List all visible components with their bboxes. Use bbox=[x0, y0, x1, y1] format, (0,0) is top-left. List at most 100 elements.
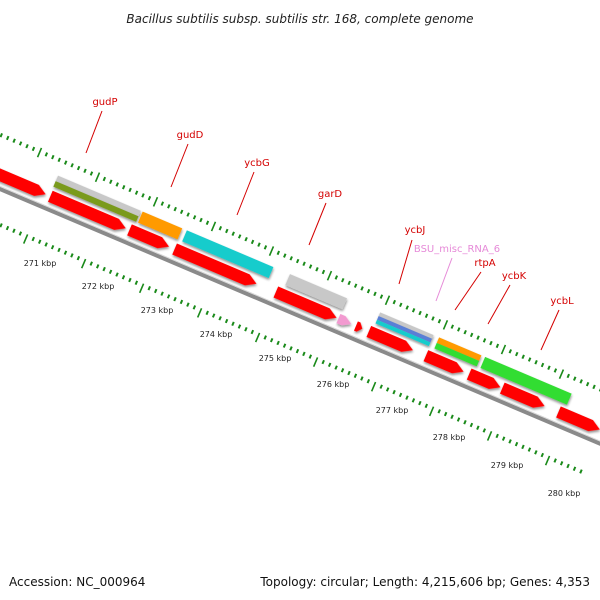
outer-minor-tick bbox=[289, 256, 293, 261]
inner-minor-tick bbox=[147, 285, 151, 291]
cds-arrow-6 bbox=[273, 286, 337, 320]
leader-line-7 bbox=[454, 271, 482, 311]
cds-arrow-2 bbox=[0, 157, 46, 196]
outer-major-tick bbox=[326, 270, 333, 281]
leader-line-1 bbox=[85, 110, 103, 154]
outer-minor-tick bbox=[482, 338, 487, 343]
outer-major-tick bbox=[36, 147, 43, 158]
accession-text: Accession: NC_000964 bbox=[9, 575, 145, 589]
leader-line-9 bbox=[540, 309, 560, 351]
inner-minor-tick bbox=[57, 247, 61, 253]
outer-minor-tick bbox=[373, 291, 377, 297]
gene-label-gard: garD bbox=[318, 189, 343, 200]
outer-minor-tick bbox=[276, 250, 281, 256]
outer-minor-tick bbox=[109, 179, 113, 184]
outer-minor-tick bbox=[231, 231, 235, 236]
outer-minor-tick bbox=[199, 217, 203, 223]
inner-minor-tick bbox=[579, 469, 583, 474]
outer-minor-tick bbox=[534, 360, 538, 365]
outer-minor-tick bbox=[437, 318, 442, 324]
outer-minor-tick bbox=[244, 236, 248, 242]
inner-minor-tick bbox=[347, 370, 351, 376]
outer-minor-tick bbox=[418, 310, 422, 316]
inner-minor-tick bbox=[276, 340, 280, 346]
leader-line-4 bbox=[308, 202, 327, 246]
backbone-highlight bbox=[0, 141, 600, 456]
outer-major-tick bbox=[500, 344, 507, 355]
outer-major-tick bbox=[442, 319, 449, 330]
cds-arrow-4 bbox=[127, 224, 170, 249]
map-track-layer bbox=[0, 133, 600, 474]
gene-box-gudD-gray bbox=[55, 175, 141, 217]
outer-minor-tick bbox=[547, 365, 551, 370]
outer-minor-tick bbox=[102, 176, 107, 182]
map-title: Bacillus subtilis subsp. subtilis str. 1… bbox=[126, 12, 473, 26]
inner-minor-tick bbox=[237, 324, 242, 329]
outer-minor-tick bbox=[450, 324, 455, 329]
inner-tick-track bbox=[0, 223, 583, 474]
leader-line-2 bbox=[170, 143, 189, 188]
outer-minor-tick bbox=[405, 305, 409, 310]
inner-minor-tick bbox=[289, 346, 293, 351]
inner-minor-tick bbox=[50, 244, 55, 250]
inner-minor-tick bbox=[263, 335, 267, 340]
inner-major-tick bbox=[544, 455, 551, 466]
outer-minor-tick bbox=[341, 277, 345, 283]
gene-label-ycbj: ycbJ bbox=[405, 225, 426, 236]
gene-label-ycbl: ycbL bbox=[550, 296, 574, 307]
outer-minor-tick bbox=[308, 264, 313, 269]
inner-minor-tick bbox=[482, 428, 487, 433]
inner-major-tick bbox=[80, 258, 87, 269]
inner-major-tick bbox=[486, 431, 493, 441]
inner-minor-tick bbox=[166, 294, 171, 299]
inner-minor-tick bbox=[508, 439, 512, 444]
kbp-label-278: 278 kbp bbox=[433, 433, 466, 442]
leader-line-5 bbox=[398, 239, 413, 285]
outer-minor-tick bbox=[431, 316, 435, 321]
outer-minor-tick bbox=[173, 206, 177, 212]
cds-arrow-9 bbox=[466, 368, 501, 389]
kbp-label-276: 276 kbp bbox=[317, 380, 350, 389]
inner-minor-tick bbox=[95, 264, 100, 269]
outer-minor-tick bbox=[283, 253, 287, 258]
inner-minor-tick bbox=[469, 422, 474, 428]
cds-arrow-7 bbox=[366, 325, 413, 352]
outer-minor-tick bbox=[263, 245, 268, 250]
outer-minor-tick bbox=[366, 288, 371, 294]
outer-minor-tick bbox=[83, 168, 87, 174]
cds-arrow-5 bbox=[172, 243, 257, 286]
outer-minor-tick bbox=[302, 261, 306, 267]
gene-label-ycbg: ycbG bbox=[244, 158, 270, 169]
outer-minor-tick bbox=[476, 335, 480, 340]
inner-minor-tick bbox=[437, 409, 441, 414]
inner-major-tick bbox=[22, 234, 29, 244]
outer-major-tick bbox=[558, 369, 565, 380]
inner-major-tick bbox=[312, 357, 319, 368]
outer-minor-tick bbox=[495, 343, 500, 349]
inner-minor-tick bbox=[115, 272, 119, 277]
outer-minor-tick bbox=[515, 351, 519, 357]
outer-minor-tick bbox=[31, 146, 36, 152]
outer-minor-tick bbox=[237, 234, 242, 239]
gene-box-garD bbox=[182, 230, 274, 279]
outer-minor-tick bbox=[334, 275, 339, 280]
inner-minor-tick bbox=[360, 376, 364, 381]
outer-minor-tick bbox=[399, 302, 403, 308]
inner-minor-tick bbox=[128, 277, 132, 283]
inner-minor-tick bbox=[353, 373, 358, 378]
inner-minor-tick bbox=[521, 444, 525, 450]
outer-minor-tick bbox=[508, 349, 512, 354]
cds-arrow-8 bbox=[423, 350, 464, 374]
outer-minor-tick bbox=[573, 376, 577, 381]
outer-minor-tick bbox=[141, 193, 145, 198]
inner-minor-tick bbox=[553, 458, 557, 463]
outer-minor-tick bbox=[218, 226, 223, 231]
inner-minor-tick bbox=[18, 231, 23, 236]
gene-label-bsu-misc-rna-6: BSU_misc_RNA_6 bbox=[414, 244, 500, 255]
outer-minor-tick bbox=[579, 379, 583, 384]
inner-minor-tick bbox=[334, 365, 338, 370]
outer-minor-tick bbox=[18, 141, 23, 146]
kbp-label-279: 279 kbp bbox=[491, 461, 524, 470]
outer-minor-tick bbox=[160, 201, 165, 206]
